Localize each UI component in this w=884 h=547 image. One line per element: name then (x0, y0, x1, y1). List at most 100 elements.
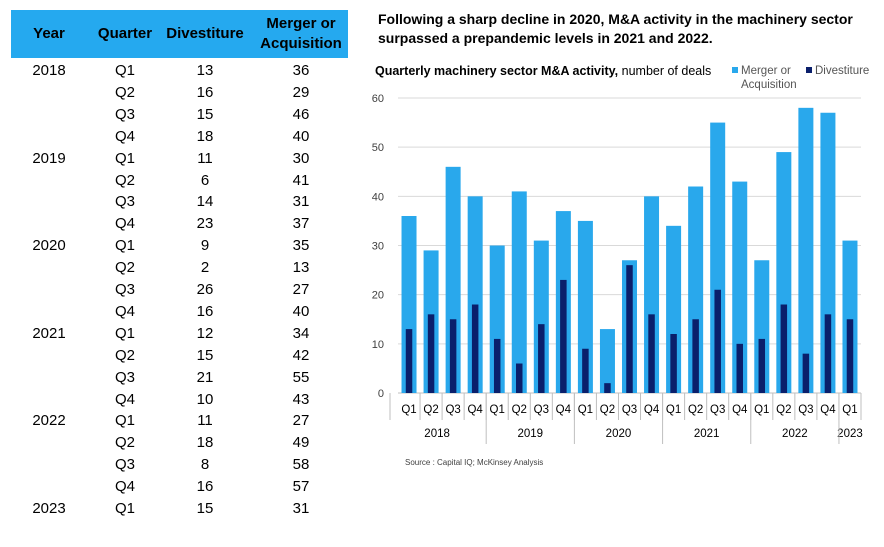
merger-acquisition-cell: 27 (292, 281, 310, 298)
bar-divestiture (626, 265, 633, 393)
merger-acquisition-cell: 55 (292, 368, 310, 386)
y-tick-label: 30 (372, 241, 384, 253)
bar-divestiture (736, 343, 743, 393)
bar-divestiture (405, 329, 413, 393)
quarter-cell: Q3 (114, 281, 135, 298)
divestiture-cell: 6 (200, 171, 210, 189)
divestiture-cell: 14 (196, 193, 214, 211)
x-tick-label: Q2 (600, 404, 615, 416)
divestiture-cell: 15 (196, 500, 214, 517)
quarter-cell: Q2 (114, 346, 135, 364)
bar-divestiture (471, 304, 479, 393)
year-group-label: 2021 (694, 428, 720, 440)
year-cell: 2023 (32, 500, 66, 517)
legend-swatch (806, 67, 812, 73)
x-tick-label: Q3 (534, 404, 549, 416)
quarter-cell: Q1 (114, 500, 135, 517)
bar-merger-acquisition (820, 112, 836, 393)
bar-divestiture (758, 338, 766, 393)
bar-divestiture (648, 314, 655, 393)
bar-divestiture (427, 314, 435, 393)
x-tick-label: Q4 (820, 404, 836, 416)
legend-swatch (732, 67, 738, 73)
merger-acquisition-cell: 35 (292, 237, 310, 255)
bar-merger-acquisition (644, 196, 660, 393)
x-tick-label: Q2 (688, 404, 703, 416)
merger-acquisition-cell: 31 (292, 193, 310, 211)
bar-merger-acquisition (599, 329, 615, 393)
x-tick-label: Q2 (423, 404, 438, 416)
x-tick-label: Q1 (490, 404, 505, 416)
quarter-cell: Q2 (114, 171, 135, 189)
bar-merger-acquisition (798, 107, 814, 393)
header-merger-or-acquisition: Merger or Acquisition (260, 15, 342, 52)
bar-divestiture (714, 289, 721, 393)
bar-merger-acquisition (710, 122, 726, 393)
bar-merger-acquisition (842, 240, 858, 393)
divestiture-cell: 21 (196, 368, 214, 386)
divestiture-cell: 12 (196, 324, 214, 342)
source-note: Source : Capital IQ; McKinsey Analysis (405, 458, 543, 467)
merger-acquisition-cell: 34 (292, 324, 310, 342)
y-tick-label: 0 (378, 388, 384, 400)
divestiture-cell: 2 (200, 259, 210, 277)
merger-acquisition-cell: 43 (292, 390, 310, 408)
bar-divestiture (538, 324, 545, 393)
y-tick-label: 40 (372, 191, 384, 203)
x-tick-label: Q4 (732, 404, 748, 416)
bar-merger-acquisition (467, 196, 483, 393)
year-group-label: 2019 (517, 428, 543, 440)
merger-acquisition-cell: 30 (292, 149, 310, 167)
merger-acquisition-cell: 29 (292, 83, 310, 101)
x-tick-label: Q2 (512, 404, 527, 416)
header-year: Year (33, 25, 65, 42)
quarter-cell: Q3 (114, 368, 135, 386)
quarter-cell: Q4 (114, 215, 135, 233)
bar-divestiture (692, 319, 699, 393)
divestiture-cell: 18 (196, 434, 214, 452)
bar-merger-acquisition (489, 245, 505, 393)
merger-acquisition-cell: 13 (292, 259, 310, 277)
bar-merger-acquisition (511, 191, 527, 393)
divestiture-cell: 26 (196, 281, 214, 298)
x-tick-label: Q3 (445, 404, 460, 416)
y-tick-label: 10 (372, 339, 384, 351)
merger-acquisition-cell: 58 (292, 456, 310, 474)
bar-merger-acquisition (776, 152, 792, 393)
bar-merger-acquisition (666, 225, 682, 393)
legend-label: Acquisition (741, 79, 797, 91)
quarter-cell: Q3 (114, 456, 135, 474)
bar-divestiture (846, 319, 854, 393)
quarter-cell: Q4 (114, 478, 135, 496)
header-divestiture: Divestiture (166, 25, 244, 42)
quarter-cell: Q4 (114, 302, 135, 320)
x-tick-label: Q4 (644, 404, 660, 416)
bar-merger-acquisition (445, 166, 461, 393)
year-cell: 2021 (32, 324, 66, 342)
merger-acquisition-cell: 37 (292, 215, 310, 233)
bar-divestiture (670, 334, 677, 393)
divestiture-cell: 16 (196, 83, 214, 101)
divestiture-cell: 16 (196, 302, 214, 320)
x-tick-label: Q1 (666, 404, 681, 416)
bar-divestiture (449, 319, 457, 393)
divestiture-cell: 16 (196, 478, 214, 496)
x-tick-label: Q1 (401, 404, 416, 416)
merger-acquisition-cell: 41 (292, 171, 310, 189)
chart-title-rest: number of deals (618, 64, 711, 78)
chart-headline: Following a sharp decline in 2020, M&A a… (378, 11, 853, 46)
merger-acquisition-cell: 42 (292, 346, 310, 364)
divestiture-cell: 10 (196, 390, 214, 408)
quarter-cell: Q4 (114, 127, 135, 145)
x-tick-label: Q3 (710, 404, 725, 416)
divestiture-cell: 8 (200, 456, 210, 474)
bar-merger-acquisition (401, 216, 417, 393)
merger-acquisition-cell: 40 (292, 127, 310, 145)
year-group-label: 2020 (606, 428, 632, 440)
quarter-cell: Q3 (114, 193, 135, 211)
year-group-label: 2018 (424, 428, 450, 440)
year-cell: 2022 (32, 412, 66, 430)
divestiture-cell: 18 (196, 127, 214, 145)
y-tick-label: 50 (372, 142, 384, 154)
